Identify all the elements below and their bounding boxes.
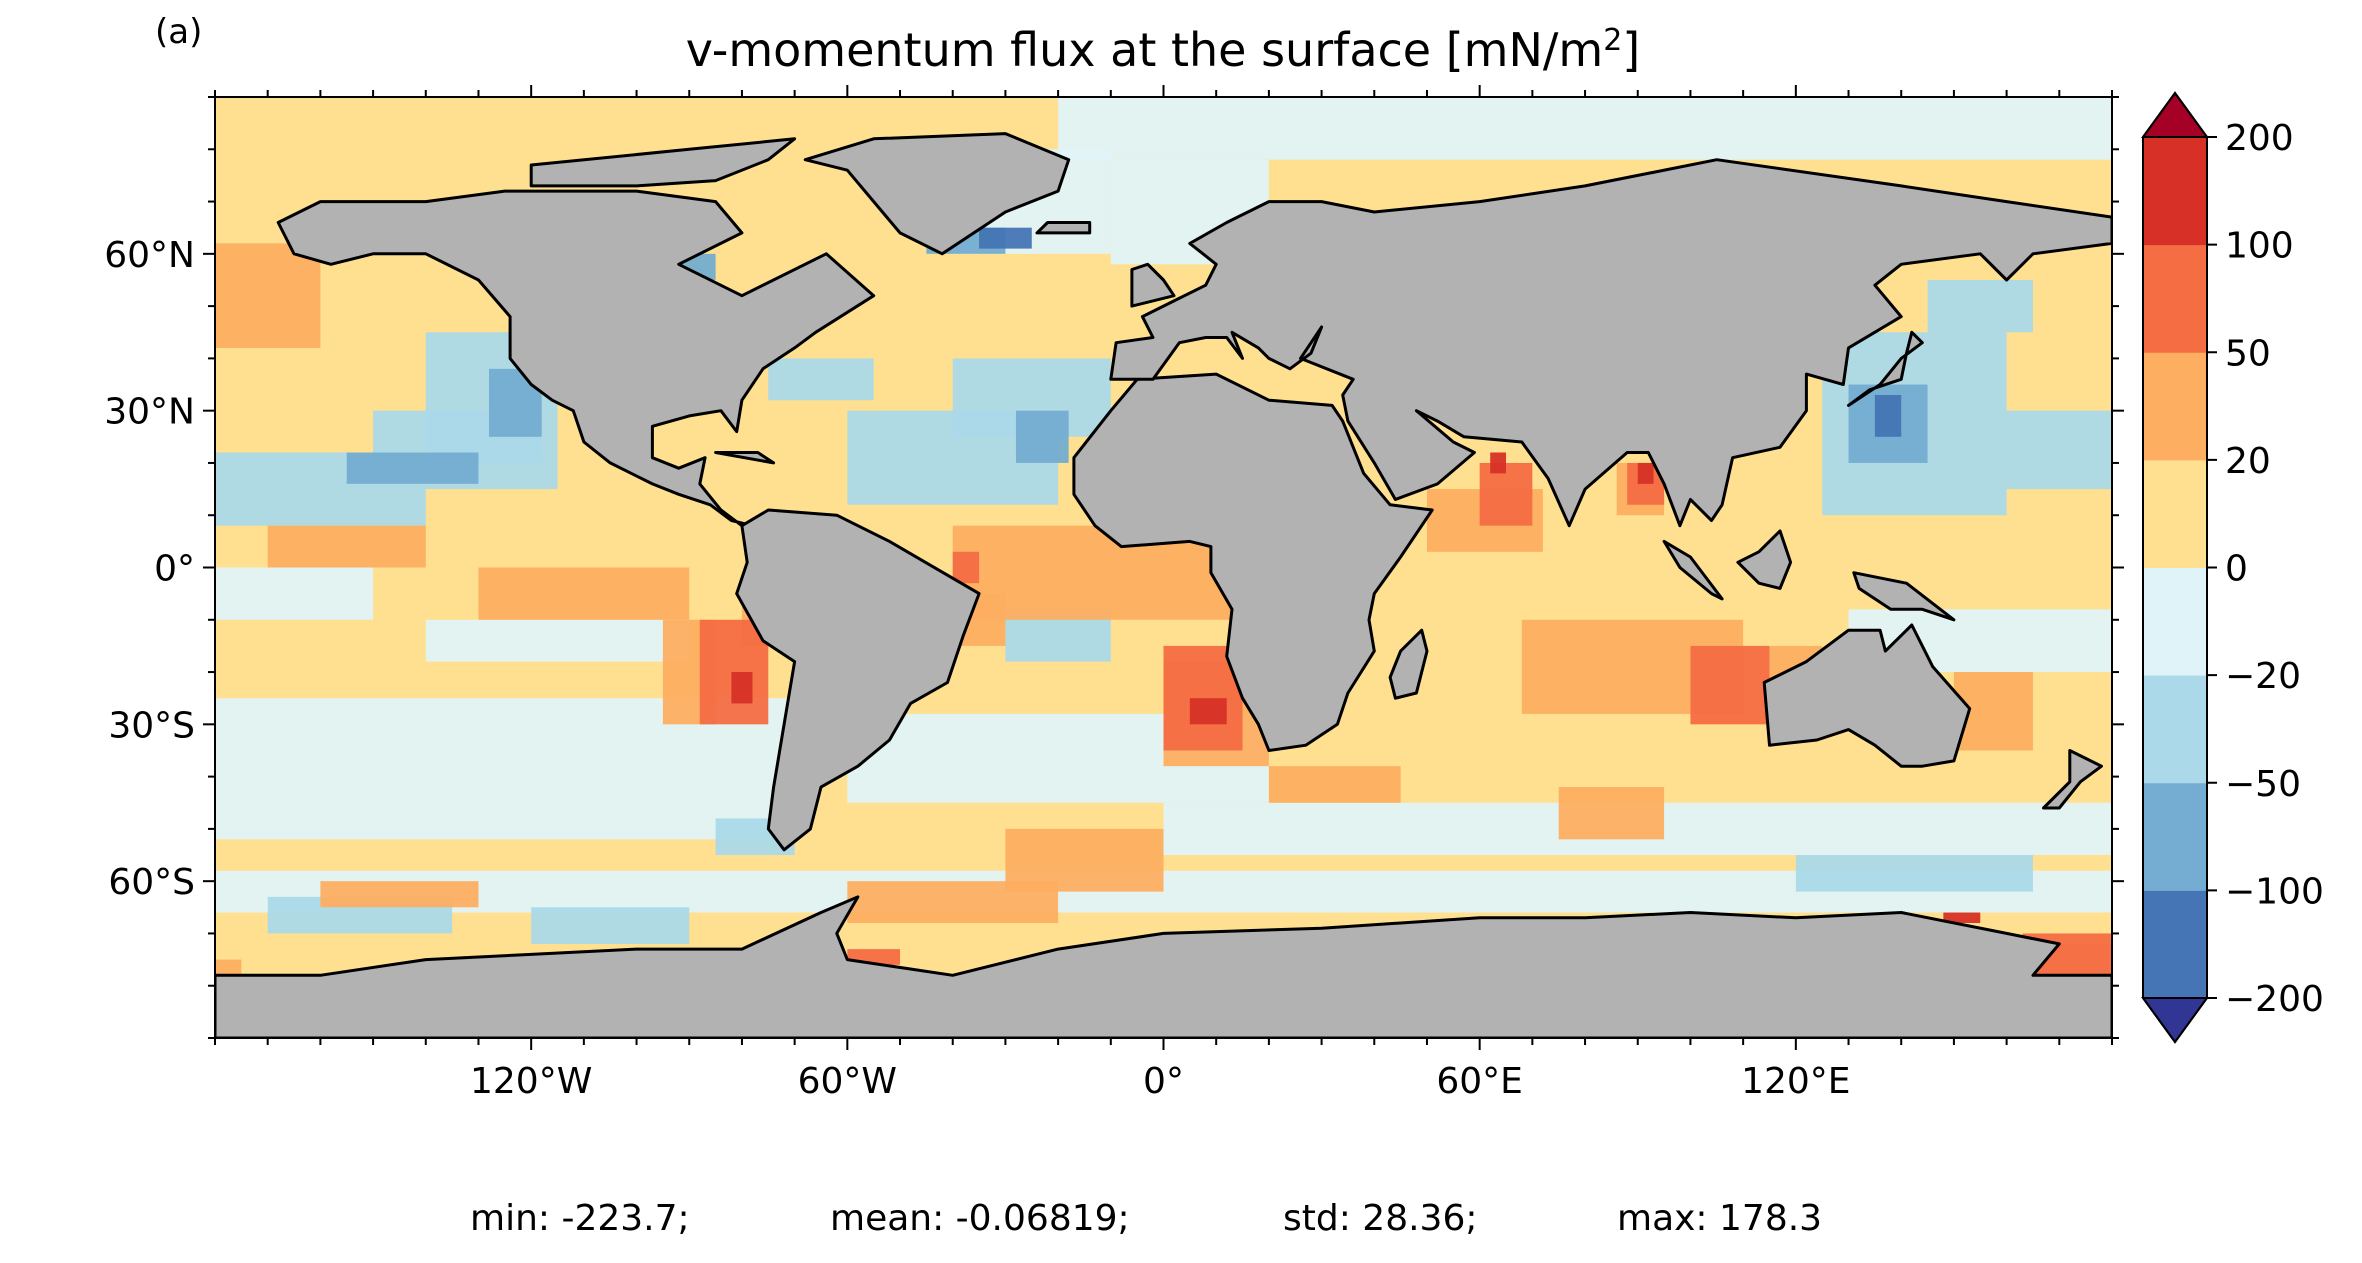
- x-axis: 120°W 60°W 0° 60°E 120°E: [214, 85, 2113, 1102]
- panel-label: (a): [155, 12, 203, 52]
- y-tick-label: 30°N: [104, 392, 195, 433]
- colorbar-under-triangle: [2141, 997, 2209, 1044]
- x-tick-label: 60°E: [1436, 1061, 1523, 1102]
- flux-patch: [2006, 410, 2112, 490]
- x-tick-label: 0°: [1143, 1061, 1184, 1102]
- flux-patch: [1874, 394, 1902, 437]
- colorbar-segment: [2143, 890, 2207, 999]
- land-south-america: [735, 508, 981, 852]
- colorbar-segment: [2143, 782, 2207, 891]
- y-tick-label: 60°S: [108, 862, 195, 903]
- colorbar-segment: [2143, 244, 2207, 353]
- flux-patch: [1479, 462, 1533, 526]
- land-borneo: [1736, 529, 1793, 590]
- flux-patch: [1268, 766, 1401, 803]
- land-arctic-islands: [529, 137, 797, 188]
- land-masses: [215, 132, 2112, 1038]
- flux-patch: [1005, 828, 1164, 892]
- map-plot-area: [215, 97, 2112, 1038]
- flux-patch: [1795, 855, 2033, 892]
- x-tick-label: 60°W: [798, 1061, 897, 1102]
- land-uk: [1130, 262, 1176, 308]
- flux-patch: [1558, 787, 1665, 840]
- flux-anomaly-patches: [215, 97, 2112, 986]
- colorbar-tick-label: 100: [2225, 226, 2294, 267]
- x-tick-label: 120°E: [1741, 1061, 1850, 1102]
- colorbar-segment: [2143, 137, 2207, 246]
- colorbar-segment: [2143, 459, 2207, 568]
- colorbar-segment: [2143, 567, 2207, 676]
- flux-patch: [478, 567, 690, 620]
- colorbar-segment: [2143, 675, 2207, 784]
- flux-patch: [1058, 97, 2112, 160]
- flux-patch: [531, 907, 690, 944]
- land-australia: [1762, 623, 1972, 768]
- flux-patch: [215, 243, 321, 348]
- stat-mean: mean: -0.06819;: [830, 1198, 1130, 1239]
- chart-title: v-momentum flux at the surface [mN/m2]: [686, 23, 1641, 77]
- land-new-guinea: [1852, 571, 1956, 622]
- y-tick-label: 0°: [154, 549, 195, 590]
- flux-patch: [1690, 645, 1770, 725]
- flux-patch: [1943, 912, 1981, 923]
- colorbar-tick-label: 50: [2225, 333, 2271, 374]
- land-north-america: [276, 189, 876, 528]
- land-new-zealand: [2042, 749, 2103, 810]
- colorbar-tick-label: 0: [2225, 549, 2248, 590]
- colorbar-tick-label: −50: [2225, 764, 2301, 805]
- land-eurasia: [1109, 158, 2112, 528]
- stat-max: max: 178.3: [1617, 1198, 1823, 1239]
- y-axis: 60°N 30°N 0° 30°S 60°S: [104, 96, 2124, 1039]
- land-cuba: [714, 451, 776, 465]
- land-japan: [1847, 330, 1924, 407]
- land-madagascar: [1388, 628, 1429, 700]
- colorbar-tick-label: 20: [2225, 441, 2271, 482]
- flux-patch: [979, 227, 1032, 249]
- land-africa: [1072, 372, 1434, 752]
- stat-min: min: -223.7;: [470, 1198, 690, 1239]
- colorbar-tick-label: −100: [2225, 871, 2324, 912]
- colorbar-segment: [2143, 352, 2207, 461]
- flux-patch: [952, 551, 980, 584]
- flux-patch: [731, 672, 753, 704]
- y-tick-label: 30°S: [108, 705, 195, 746]
- x-tick-label: 120°W: [470, 1061, 592, 1102]
- y-tick-label: 60°N: [104, 235, 195, 276]
- flux-patch: [425, 619, 690, 662]
- flux-patch: [215, 567, 374, 620]
- flux-patch: [1637, 462, 1654, 484]
- flux-patch: [267, 525, 426, 568]
- flux-patch: [346, 452, 479, 484]
- land-sumatra: [1662, 539, 1724, 601]
- flux-patch: [1927, 279, 2033, 333]
- flux-patch: [1015, 410, 1069, 463]
- flux-patch: [1189, 698, 1227, 725]
- colorbar-tick-label: 200: [2225, 118, 2294, 159]
- colorbar-over-triangle: [2141, 91, 2209, 138]
- colorbar-tick-label: −200: [2225, 979, 2324, 1020]
- flux-patch: [320, 881, 479, 908]
- flux-patch: [1490, 452, 1507, 474]
- land-greenland: [803, 132, 1071, 256]
- colorbar-tick-label: −20: [2225, 656, 2301, 697]
- land-iceland: [1035, 221, 1092, 235]
- land-antarctica: [215, 895, 2112, 1038]
- flux-patch: [768, 358, 874, 401]
- stat-std: std: 28.36;: [1283, 1198, 1478, 1239]
